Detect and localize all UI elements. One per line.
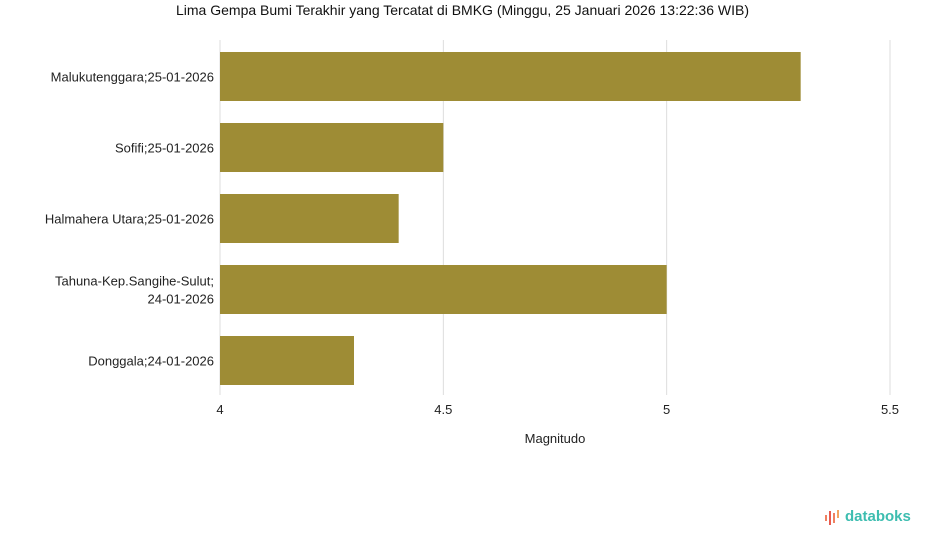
brand-name: databoks — [845, 508, 911, 525]
x-tick-label: 5 — [663, 402, 670, 417]
bar — [220, 194, 399, 243]
x-tick-label: 4 — [216, 402, 223, 417]
y-category-label: Halmahera Utara;25-01-2026 — [45, 212, 214, 227]
y-category-label: 24-01-2026 — [148, 292, 215, 307]
logo-bars-icon — [825, 509, 839, 525]
x-axis-label: Magnitudo — [525, 431, 586, 446]
bar — [220, 123, 444, 172]
y-category-label: Donggala;24-01-2026 — [88, 354, 214, 369]
y-category-label: Sofifi;25-01-2026 — [115, 141, 214, 156]
bar — [220, 336, 354, 385]
x-tick-label: 5.5 — [881, 402, 899, 417]
bar — [220, 52, 801, 101]
bar — [220, 265, 667, 314]
chart-title: Lima Gempa Bumi Terakhir yang Tercatat d… — [176, 2, 749, 18]
databoks-logo: databoks — [824, 508, 911, 525]
y-category-label: Tahuna-Kep.Sangihe-Sulut; — [55, 274, 214, 289]
y-category-label: Malukutenggara;25-01-2026 — [51, 70, 214, 85]
x-tick-label: 4.5 — [434, 402, 452, 417]
